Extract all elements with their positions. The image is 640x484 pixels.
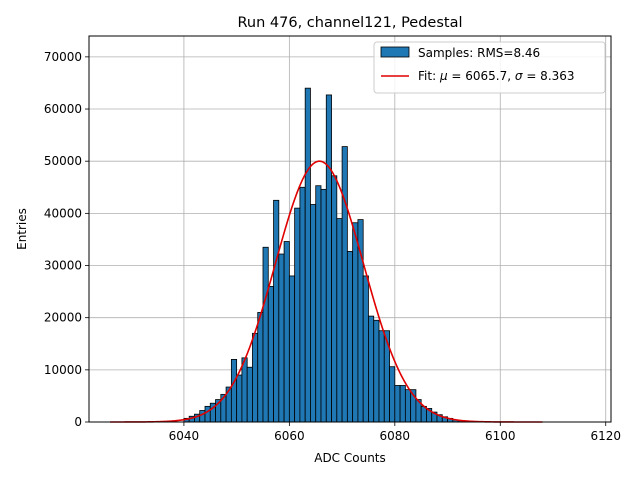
histogram-bar (247, 367, 252, 422)
histogram-bar (305, 88, 310, 422)
histogram-bar (390, 367, 395, 422)
y-axis-label: Entries (15, 208, 29, 250)
legend-swatch-samples (381, 47, 409, 57)
x-axis-label: ADC Counts (314, 451, 386, 465)
histogram-bar (400, 385, 405, 422)
histogram-bar (252, 333, 257, 422)
histogram-bar (421, 406, 426, 422)
histogram-bar (395, 385, 400, 422)
histogram-bar (295, 208, 300, 422)
histogram-bar (284, 242, 289, 422)
histogram-bar (237, 375, 242, 422)
histogram-bar (300, 187, 305, 422)
histogram-bar (268, 286, 273, 422)
histogram-bar (332, 176, 337, 422)
histogram-bar (342, 147, 347, 422)
histogram-bar (379, 331, 384, 422)
y-tick-label: 60000 (44, 102, 82, 116)
histogram-bar (231, 359, 236, 422)
y-tick-label: 20000 (44, 311, 82, 325)
histogram-bar (326, 95, 331, 422)
histogram-bar (200, 411, 205, 422)
y-tick-label: 10000 (44, 363, 82, 377)
histogram-bar (368, 316, 373, 422)
y-tick-label: 50000 (44, 154, 82, 168)
histogram-bar (274, 200, 279, 422)
histogram-bar (374, 320, 379, 422)
histogram-bar (363, 276, 368, 422)
histogram-bar (289, 276, 294, 422)
histogram-bar (242, 358, 247, 422)
histogram-bar (258, 312, 263, 422)
histogram-bar (347, 251, 352, 422)
y-tick-label: 70000 (44, 50, 82, 64)
histogram-bar (405, 390, 410, 422)
chart-title: Run 476, channel121, Pedestal (237, 15, 462, 31)
y-tick-label: 0 (74, 415, 82, 429)
legend-label-fit: Fit: μ = 6065.7, σ = 8.363 (418, 69, 575, 83)
histogram-bar (310, 204, 315, 422)
x-tick-label: 6040 (169, 429, 200, 443)
histogram-bar (316, 186, 321, 422)
legend-fit-mu-value: = 6065.7, (448, 69, 515, 83)
x-tick-label: 6080 (380, 429, 411, 443)
y-tick-label: 40000 (44, 206, 82, 220)
histogram-bar (358, 220, 363, 422)
legend-fit-mu-symbol: μ (439, 69, 448, 83)
histogram-bar (279, 254, 284, 422)
histogram-bar (205, 406, 210, 422)
x-tick-label: 6100 (485, 429, 516, 443)
legend: Samples: RMS=8.46 Fit: μ = 6065.7, σ = 8… (374, 42, 605, 93)
legend-fit-sigma-value: = 8.363 (523, 69, 575, 83)
x-tick-label: 6120 (590, 429, 621, 443)
y-tick-label: 30000 (44, 259, 82, 273)
legend-label-samples: Samples: RMS=8.46 (418, 46, 540, 60)
histogram-bar (321, 189, 326, 422)
x-tick-label: 6060 (274, 429, 305, 443)
histogram-bar (353, 223, 358, 422)
histogram-bar (263, 247, 268, 422)
legend-fit-prefix: Fit: (418, 69, 440, 83)
histogram-bar (337, 219, 342, 422)
